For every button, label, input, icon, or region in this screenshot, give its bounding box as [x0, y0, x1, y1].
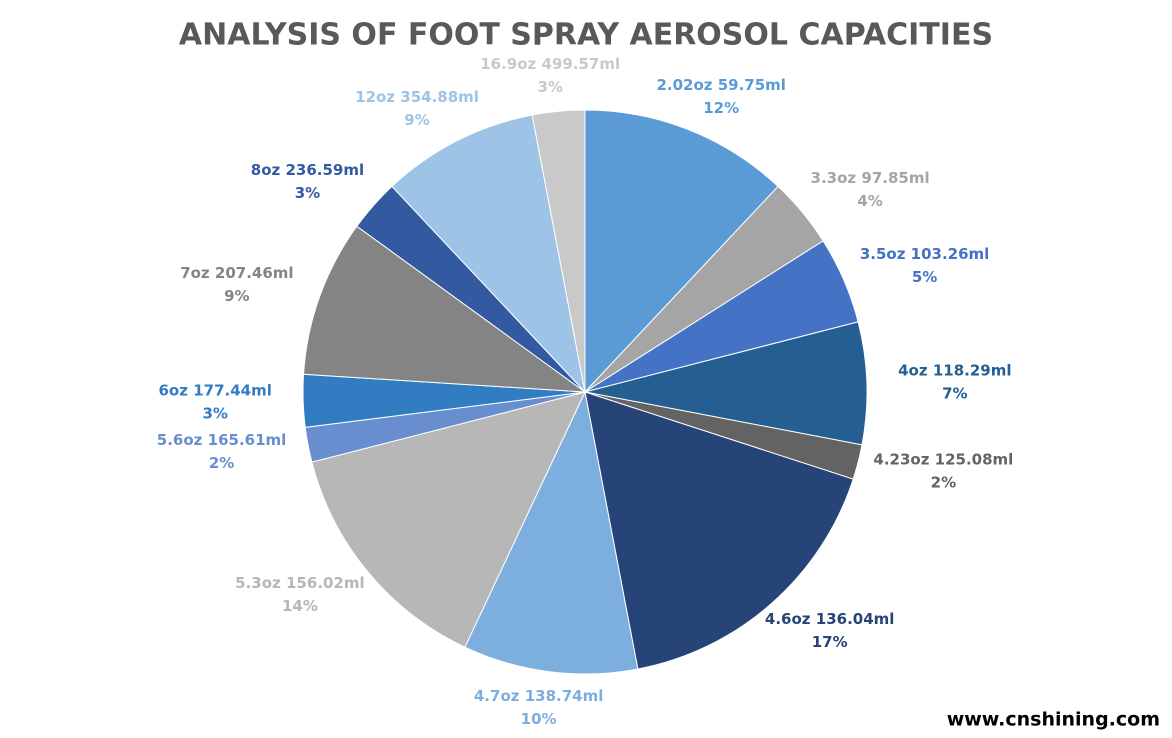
pie-slice: [531, 109, 586, 393]
slice-value-label: 9%: [404, 111, 429, 129]
slice-label: 12oz 354.88ml: [355, 88, 479, 106]
slice-label: 4oz 118.29ml: [898, 362, 1011, 380]
slice-value-label: 3%: [537, 78, 562, 96]
pie-slice: [464, 390, 639, 675]
pie-slice: [584, 321, 868, 446]
pie-slice: [303, 225, 587, 393]
pie-slice: [311, 391, 586, 648]
slice-label: 4.7oz 138.74ml: [474, 687, 604, 705]
slice-value-label: 3%: [295, 184, 320, 202]
slice-label: 5.3oz 156.02ml: [235, 574, 365, 592]
slice-value-label: 4%: [857, 192, 882, 210]
slice-value-label: 3%: [202, 404, 227, 422]
slice-label: 4.23oz 125.08ml: [873, 451, 1013, 469]
slice-label: 4.6oz 136.04ml: [765, 610, 895, 628]
pie-slice: [391, 114, 586, 394]
slice-value-label: 7%: [942, 385, 967, 403]
pie-slice: [584, 109, 779, 394]
watermark: www.cnshining.com: [947, 709, 1160, 731]
slice-value-label: 5%: [912, 268, 937, 286]
slice-value-label: 9%: [224, 287, 249, 305]
slice-value-label: 2%: [931, 474, 956, 492]
slice-value-label: 10%: [521, 710, 557, 728]
chart-title: ANALYSIS OF FOOT SPRAY AEROSOL CAPACITIE…: [179, 18, 993, 53]
slice-label: 6oz 177.44ml: [159, 381, 272, 399]
slice-label: 5.6oz 165.61ml: [157, 431, 287, 449]
slice-label: 7oz 207.46ml: [180, 264, 293, 282]
pie-slice: [584, 391, 854, 670]
slice-value-label: 17%: [812, 633, 848, 651]
slice-value-label: 14%: [282, 597, 318, 615]
slice-value-label: 12%: [703, 99, 739, 117]
slice-label: 3.3oz 97.85ml: [811, 169, 930, 187]
slice-label: 16.9oz 499.57ml: [480, 55, 620, 73]
slice-label: 8oz 236.59ml: [251, 161, 364, 179]
slice-label: 2.02oz 59.75ml: [656, 76, 786, 94]
slice-value-label: 2%: [209, 454, 234, 472]
slice-label: 3.5oz 103.26ml: [860, 245, 990, 263]
